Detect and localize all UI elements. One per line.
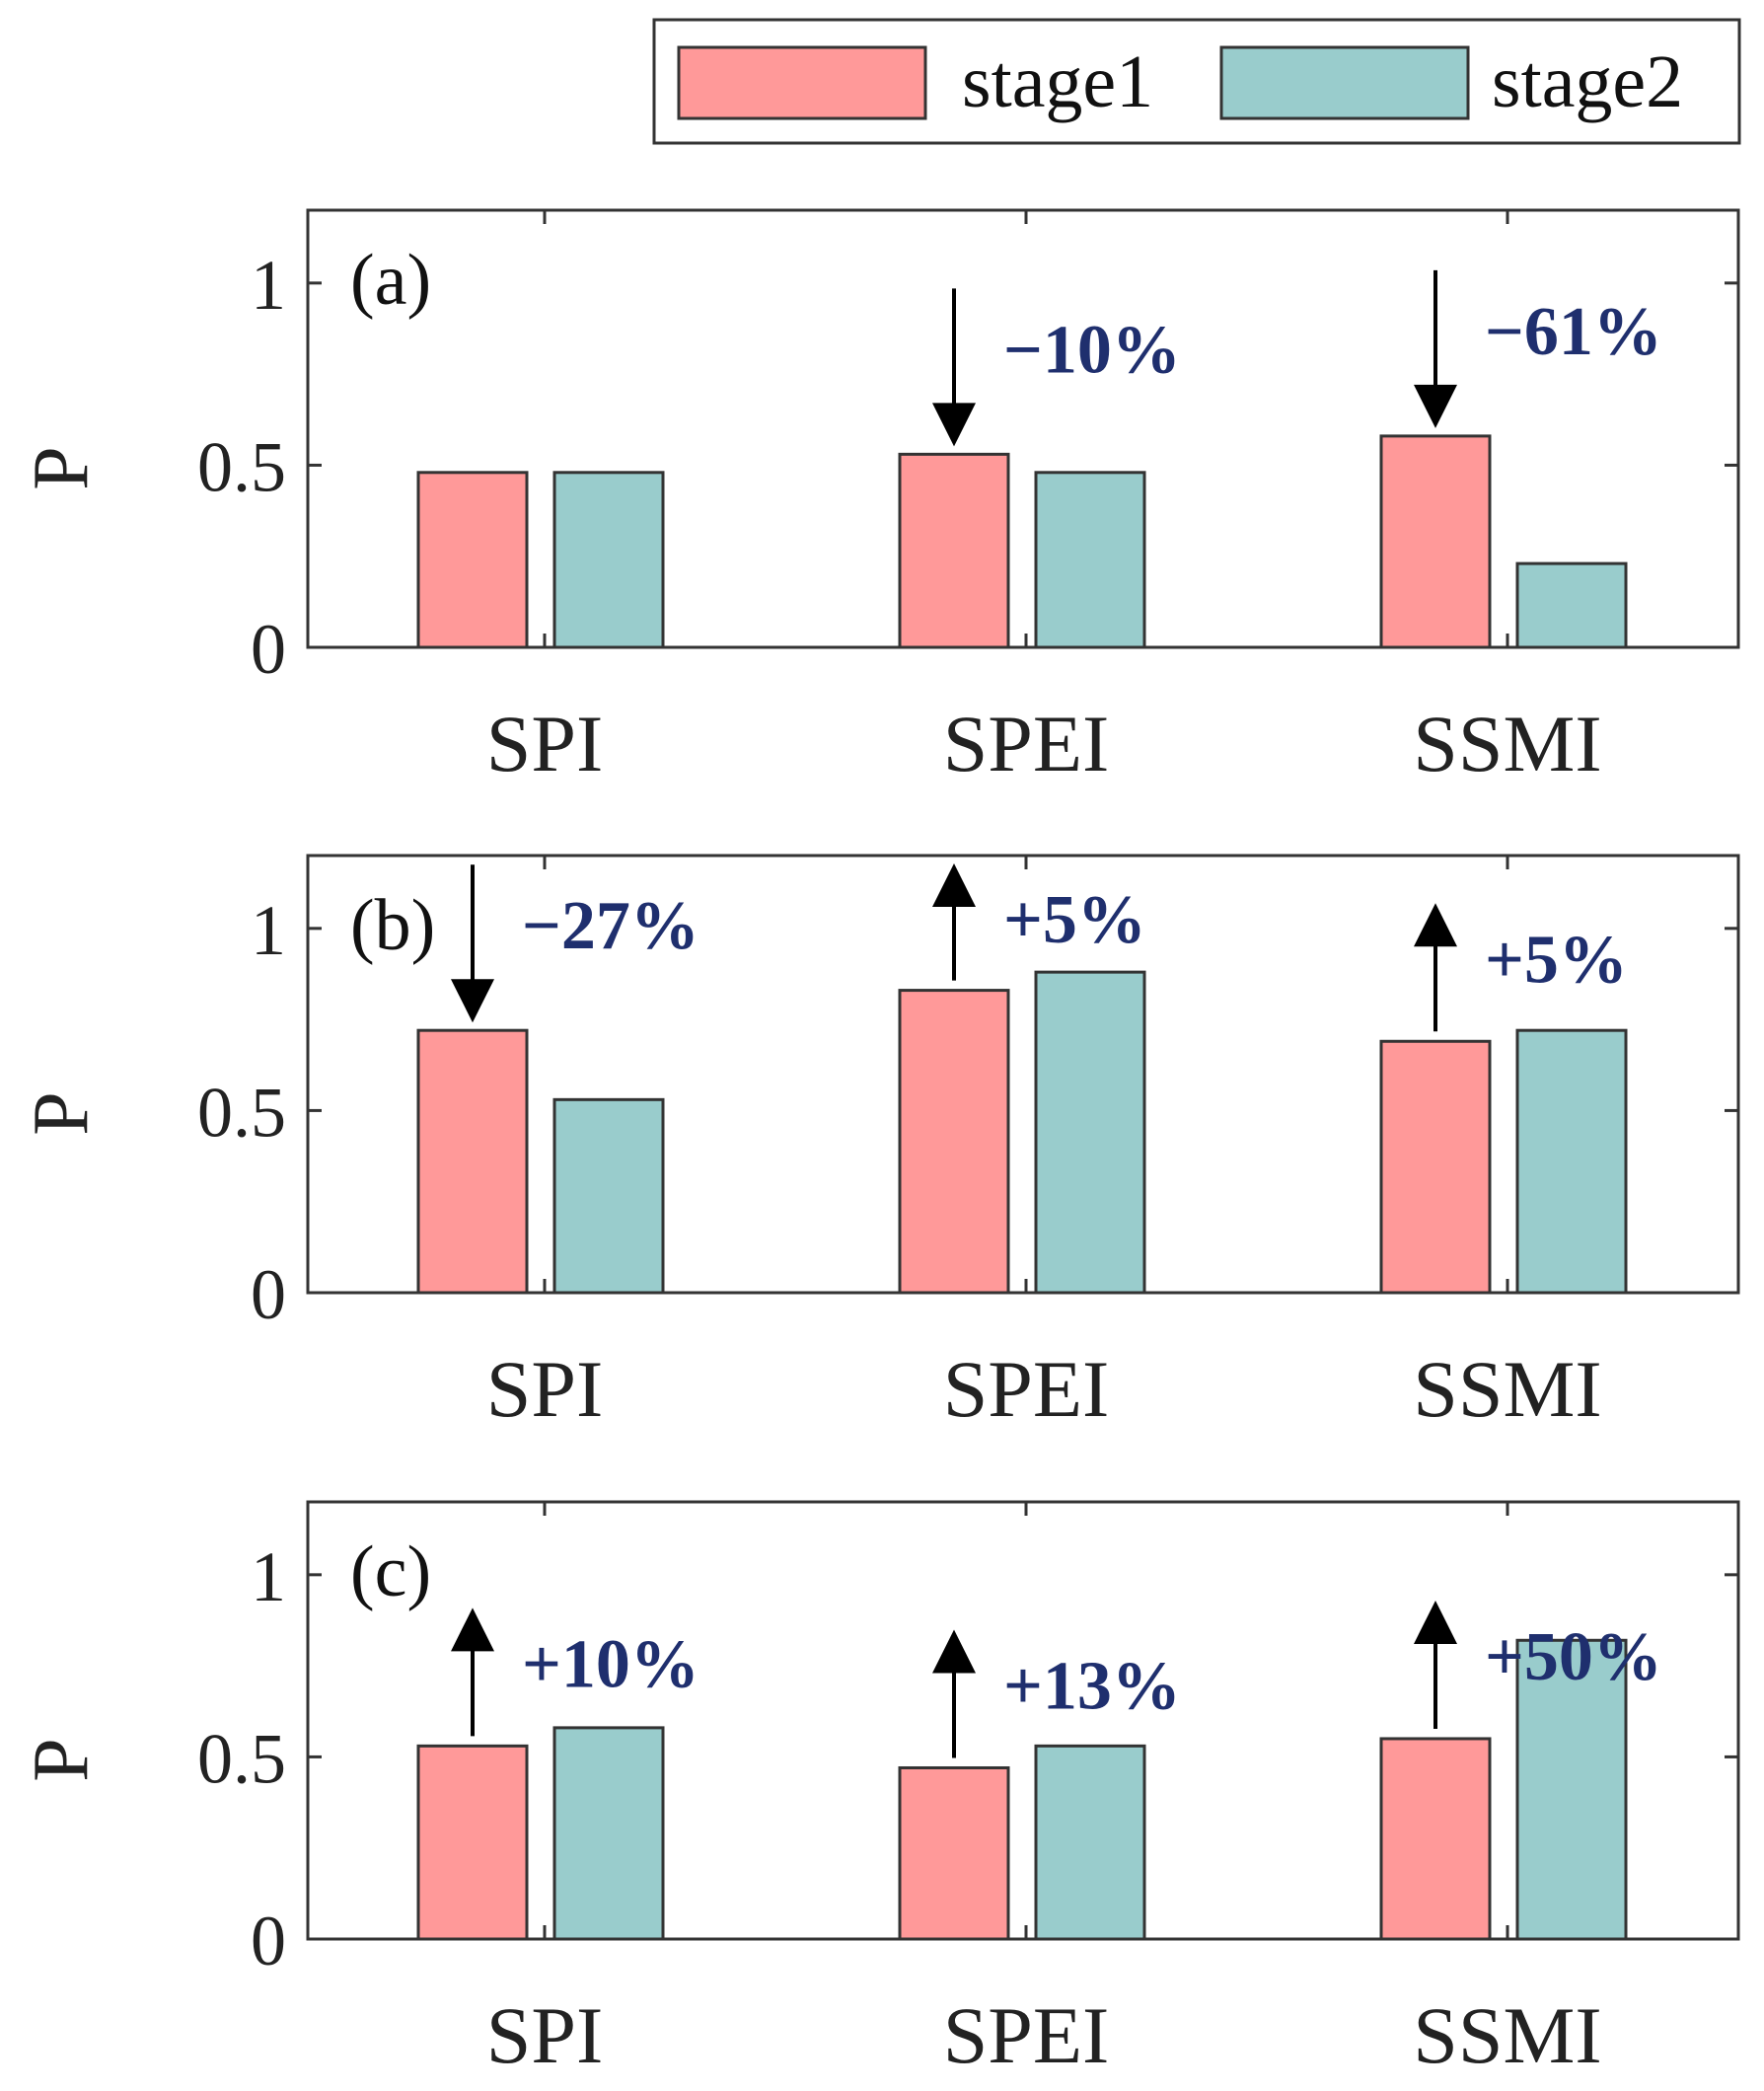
bar-stage2-SPEI: [1034, 970, 1146, 1295]
legend-label-stage2: stage2: [1492, 40, 1683, 123]
bar-stage2-SSMI: [1515, 1638, 1628, 1941]
legend: stage1 stage2: [652, 18, 1741, 145]
y-tick-label: 0: [251, 1902, 286, 1980]
y-tick-label: 0.5: [197, 1073, 286, 1152]
arrow-up-icon: [1414, 1600, 1457, 1644]
category-label: SPEI: [943, 699, 1110, 788]
category-label: SPI: [486, 1344, 604, 1434]
annotation-text: +5%: [1485, 922, 1628, 998]
annotation-text: −27%: [522, 888, 699, 964]
bar-stage1-SPI: [416, 471, 529, 649]
bar-stage1-SPEI: [898, 989, 1010, 1295]
category-label: SPI: [486, 699, 604, 788]
panel-0: 0 0.5 1 P (a) SPI SPEI SSMI −10% −61%: [18, 208, 1740, 788]
arrow-up-icon: [932, 863, 976, 907]
plot-area: [306, 1500, 1740, 1941]
annotation-text: +50%: [1485, 1619, 1662, 1695]
bar-stage1-SPEI: [898, 452, 1010, 649]
category-label: SPEI: [943, 1344, 1110, 1434]
arrow-down-icon: [1414, 384, 1457, 428]
annotation-SSMI: −61%: [1414, 269, 1662, 428]
category-label: SSMI: [1413, 699, 1601, 788]
bar-stage1-SSMI: [1379, 434, 1492, 649]
plot-area: [306, 854, 1740, 1295]
y-tick-label: 0: [251, 610, 286, 689]
arrow-down-icon: [932, 403, 976, 447]
annotation-SPEI: +13%: [932, 1629, 1181, 1758]
annotation-SSMI: +5%: [1414, 903, 1628, 1032]
bar-stage2-SPI: [552, 1726, 665, 1941]
legend-swatch-stage2: [1219, 45, 1470, 120]
panel-label: (b): [350, 885, 435, 966]
bar-stage2-SPI: [552, 471, 665, 649]
annotation-SPEI: +5%: [932, 863, 1146, 981]
y-axis-label: P: [18, 1738, 105, 1782]
annotation-text: +5%: [1003, 882, 1146, 958]
arrow-up-icon: [1414, 903, 1457, 947]
panels: 0 0.5 1 P (a) SPI SPEI SSMI −10% −61% 0 0.5 1 P (b) SPI…: [18, 208, 1740, 2080]
bar-stage2-SPEI: [1034, 1744, 1146, 1941]
legend-swatch-stage1: [677, 45, 927, 120]
bar-stage1-SSMI: [1379, 1039, 1492, 1295]
bar-stage1-SPEI: [898, 1765, 1010, 1941]
y-axis-label: P: [18, 446, 105, 490]
bar-stage1-SPI: [416, 1744, 529, 1941]
category-label: SPEI: [943, 1990, 1110, 2080]
annotation-SPI: −27%: [451, 864, 699, 1023]
category-label: SSMI: [1413, 1344, 1601, 1434]
bar-stage1-SSMI: [1379, 1737, 1492, 1941]
category-label: SSMI: [1413, 1990, 1601, 2080]
bar-stage2-SPEI: [1034, 471, 1146, 649]
arrow-up-icon: [932, 1629, 976, 1674]
y-tick-label: 0.5: [197, 427, 286, 506]
annotation-SPI: +10%: [451, 1607, 699, 1737]
y-tick-label: 0: [251, 1255, 286, 1334]
bar-stage2-SSMI: [1515, 1028, 1628, 1295]
annotation-SPEI: −10%: [932, 288, 1181, 447]
bar-stage1-SPI: [416, 1028, 529, 1295]
y-tick-label: 0.5: [197, 1719, 286, 1798]
panel-1: 0 0.5 1 P (b) SPI SPEI SSMI −27% +5% +5%: [18, 854, 1740, 1434]
category-label: SPI: [486, 1990, 604, 2080]
annotation-text: −61%: [1485, 294, 1662, 370]
y-axis-label: P: [18, 1091, 105, 1136]
annotation-text: +10%: [522, 1626, 699, 1702]
annotation-text: −10%: [1003, 312, 1181, 388]
panel-label: (c): [350, 1531, 431, 1612]
bar-stage2-SPI: [552, 1097, 665, 1295]
bar-stage2-SSMI: [1515, 561, 1628, 649]
y-tick-label: 1: [251, 1537, 286, 1616]
y-tick-label: 1: [251, 246, 286, 325]
panel-2: 0 0.5 1 P (c) SPI SPEI SSMI +10% +13% +50%: [18, 1500, 1740, 2080]
annotation-text: +13%: [1003, 1648, 1181, 1724]
plot-area: [306, 208, 1740, 649]
panel-label: (a): [350, 240, 431, 321]
annotation-SSMI: +50%: [1414, 1600, 1662, 1729]
arrow-up-icon: [451, 1607, 494, 1652]
arrow-down-icon: [451, 979, 494, 1023]
y-tick-label: 1: [251, 891, 286, 970]
legend-label-stage1: stage1: [962, 40, 1153, 123]
